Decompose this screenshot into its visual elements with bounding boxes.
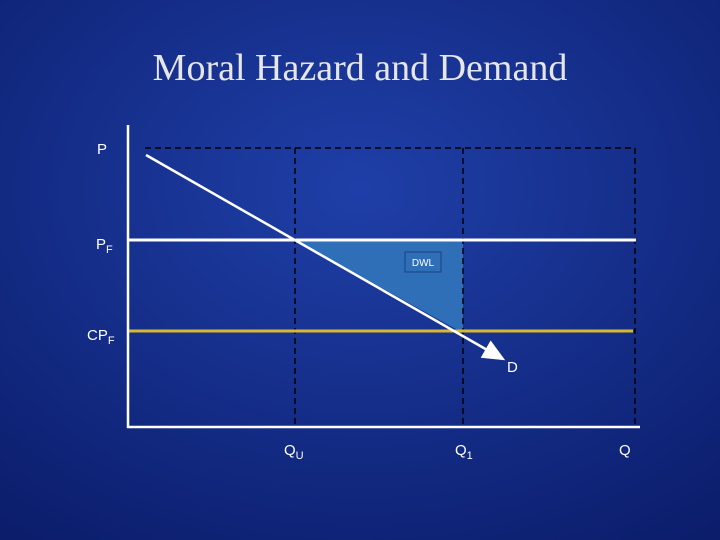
q1-sub: 1 [467, 450, 473, 462]
demand-curve [145, 153, 506, 361]
dwl-label: DWL [412, 258, 435, 269]
q1-label: Q1 [455, 442, 473, 462]
d-label: D [507, 359, 518, 376]
pf-label: PF [96, 236, 113, 256]
cpf-label: CPF [87, 327, 115, 347]
qu-main: Q [284, 442, 296, 459]
guides [145, 147, 636, 427]
q-label: Q [619, 442, 631, 459]
p-label: P [97, 141, 107, 158]
qu-sub: U [296, 450, 304, 462]
q1-main: Q [455, 442, 467, 459]
dwl-box [404, 251, 442, 273]
cpf-main: CP [87, 327, 108, 344]
pf-main: P [96, 236, 106, 253]
qu-label: QU [284, 442, 304, 462]
cpf-sub: F [108, 335, 115, 347]
pf-sub: F [106, 244, 113, 256]
slide-title: Moral Hazard and Demand [153, 47, 568, 89]
